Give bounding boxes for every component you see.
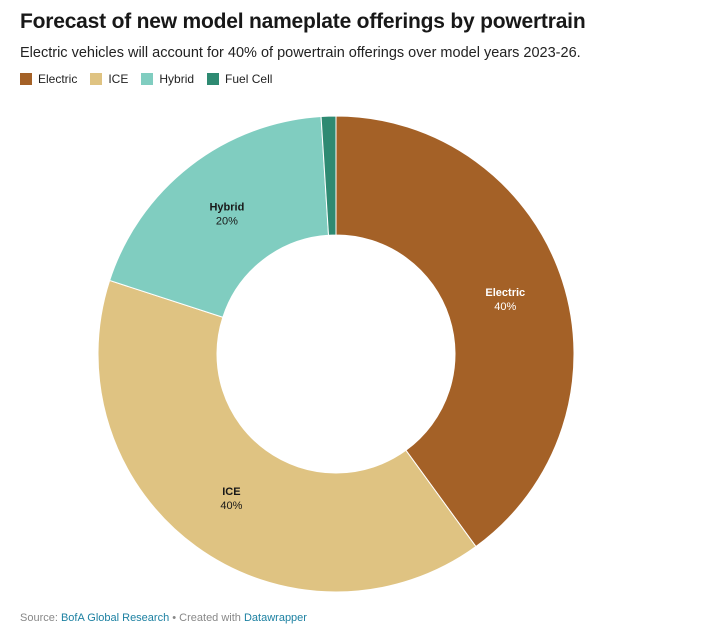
slice-label-name-ice: ICE (222, 486, 240, 498)
footer-separator: • Created with (169, 612, 244, 624)
slice-ice (97, 279, 477, 593)
legend-label-fuel-cell: Fuel Cell (225, 72, 273, 86)
legend-label-electric: Electric (38, 72, 78, 86)
legend-item-electric: Electric (20, 72, 77, 86)
legend-label-hybrid: Hybrid (159, 72, 195, 86)
legend-swatch-fuel-cell (207, 73, 220, 85)
source-link[interactable]: BofA Global Research (60, 612, 170, 624)
legend-item-hybrid: Hybrid (141, 72, 194, 86)
datawrapper-link[interactable]: Datawrapper (243, 612, 307, 624)
slice-label-value-electric: 40% (494, 301, 516, 313)
legend-item-ice: ICE (90, 72, 128, 86)
slice-label-value-hybrid: 20% (216, 215, 238, 227)
legend-swatch-ice (90, 73, 103, 85)
legend: Electric ICE Hybrid Fuel Cell (20, 72, 285, 86)
legend-label-ice: ICE (108, 72, 129, 86)
slice-hybrid (109, 115, 330, 318)
source-prefix: Source: (20, 612, 61, 624)
slice-label-name-hybrid: Hybrid (209, 201, 244, 213)
chart-title: Forecast of new model nameplate offering… (20, 10, 586, 33)
slice-label-value-ice: 40% (220, 500, 242, 512)
donut-slices (97, 115, 575, 593)
slice-electric (335, 115, 575, 548)
legend-swatch-electric (20, 73, 32, 85)
slice-fuel-cell (320, 115, 337, 236)
footer: Source: BofA Global Research • Created w… (20, 612, 307, 624)
legend-item-fuel-cell: Fuel Cell (207, 72, 272, 86)
chart-subtitle: Electric vehicles will account for 40% o… (20, 45, 581, 61)
slice-label-name-electric: Electric (485, 287, 525, 299)
legend-swatch-hybrid (141, 73, 154, 85)
donut-labels: Electric 40% ICE 40% Hybrid 20% (209, 201, 525, 512)
